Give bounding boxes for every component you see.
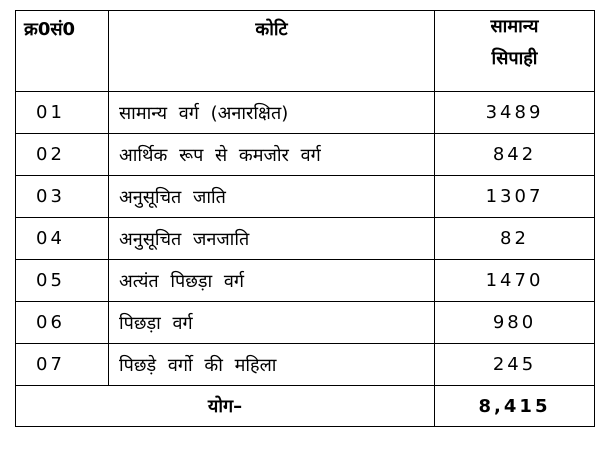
row-serial: 01 bbox=[15, 91, 109, 134]
table-row: 06 पिछड़ा वर्ग 980 bbox=[15, 301, 595, 344]
header-general-line2: सिपाही bbox=[491, 48, 538, 69]
header-general-line1: सामान्य bbox=[490, 16, 539, 37]
row-count: 1470 bbox=[434, 259, 595, 302]
table-row: 07 पिछड़े वर्गो की महिला 245 bbox=[15, 343, 595, 386]
row-count: 3489 bbox=[434, 91, 595, 134]
header-category: कोटि bbox=[108, 10, 435, 92]
row-count: 1307 bbox=[434, 175, 595, 218]
table-row: 05 अत्यंत पिछड़ा वर्ग 1470 bbox=[15, 259, 595, 302]
row-category: सामान्य वर्ग (अनारक्षित) bbox=[108, 91, 435, 134]
row-serial: 03 bbox=[15, 175, 109, 218]
row-serial: 05 bbox=[15, 259, 109, 302]
row-count: 82 bbox=[434, 217, 595, 260]
table-header-row: क्र0सं0 कोटि सामान्य सिपाही bbox=[15, 10, 595, 92]
table-row: 01 सामान्य वर्ग (अनारक्षित) 3489 bbox=[15, 91, 595, 134]
row-category: अनुसूचित जनजाति bbox=[108, 217, 435, 260]
vacancy-table: क्र0सं0 कोटि सामान्य सिपाही 01 सामान्य व… bbox=[15, 10, 595, 427]
row-category: आर्थिक रूप से कमजोर वर्ग bbox=[108, 133, 435, 176]
table-row: 03 अनुसूचित जाति 1307 bbox=[15, 175, 595, 218]
row-serial: 02 bbox=[15, 133, 109, 176]
vacancy-table-container: क्र0सं0 कोटि सामान्य सिपाही 01 सामान्य व… bbox=[15, 10, 595, 427]
row-category: पिछड़े वर्गो की महिला bbox=[108, 343, 435, 386]
row-category: अनुसूचित जाति bbox=[108, 175, 435, 218]
row-category: पिछड़ा वर्ग bbox=[108, 301, 435, 344]
table-total-row: योग– 8,415 bbox=[15, 385, 595, 427]
row-serial: 06 bbox=[15, 301, 109, 344]
header-general-constable: सामान्य सिपाही bbox=[434, 10, 595, 92]
row-serial: 07 bbox=[15, 343, 109, 386]
row-category: अत्यंत पिछड़ा वर्ग bbox=[108, 259, 435, 302]
total-value: 8,415 bbox=[434, 385, 595, 427]
total-label: योग– bbox=[15, 385, 435, 427]
row-count: 980 bbox=[434, 301, 595, 344]
table-row: 02 आर्थिक रूप से कमजोर वर्ग 842 bbox=[15, 133, 595, 176]
table-row: 04 अनुसूचित जनजाति 82 bbox=[15, 217, 595, 260]
row-serial: 04 bbox=[15, 217, 109, 260]
row-count: 842 bbox=[434, 133, 595, 176]
header-serial-number: क्र0सं0 bbox=[15, 10, 109, 92]
row-count: 245 bbox=[434, 343, 595, 386]
